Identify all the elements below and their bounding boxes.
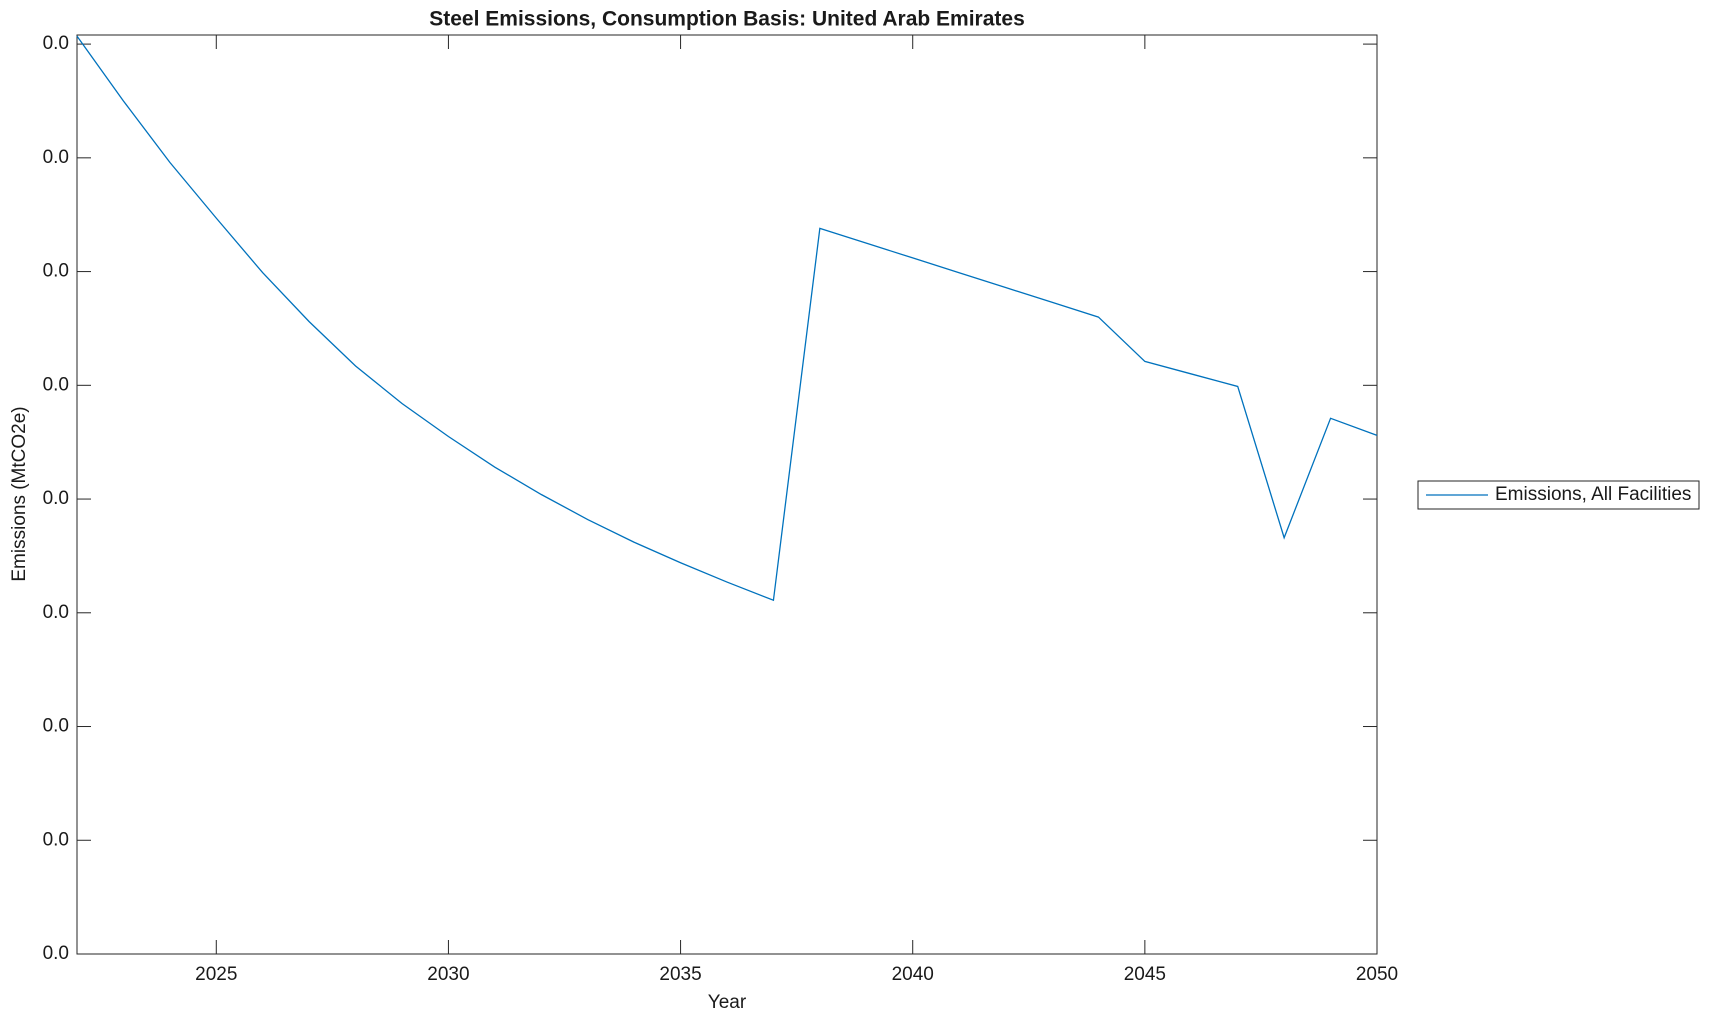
y-tick-label: 0.0 (43, 716, 69, 737)
plot-frame (76, 34, 1378, 955)
legend-label: Emissions, All Facilities (1495, 484, 1691, 505)
x-tick-label: 2035 (659, 964, 701, 985)
chart-title: Steel Emissions, Consumption Basis: Unit… (429, 8, 1025, 31)
x-tick-label: 2030 (427, 964, 469, 985)
y-tick-label: 0.0 (43, 147, 69, 168)
x-tick-label: 2050 (1356, 964, 1398, 985)
data-line (76, 35, 1378, 602)
y-tick-label: 0.0 (43, 943, 69, 964)
y-tick-label: 0.0 (43, 33, 69, 54)
x-axis-label: Year (708, 992, 747, 1013)
legend-box (1417, 480, 1700, 510)
x-tick-label: 2025 (195, 964, 237, 985)
y-tick-label: 0.0 (43, 829, 69, 850)
y-axis-label: Emissions (MtCO2e) (9, 406, 30, 581)
x-tick-label: 2045 (1124, 964, 1166, 985)
x-tick-label: 2040 (892, 964, 934, 985)
y-tick-label: 0.0 (43, 374, 69, 395)
y-tick-label: 0.0 (43, 602, 69, 623)
y-tick-label: 0.0 (43, 261, 69, 282)
y-tick-label: 0.0 (43, 488, 69, 509)
